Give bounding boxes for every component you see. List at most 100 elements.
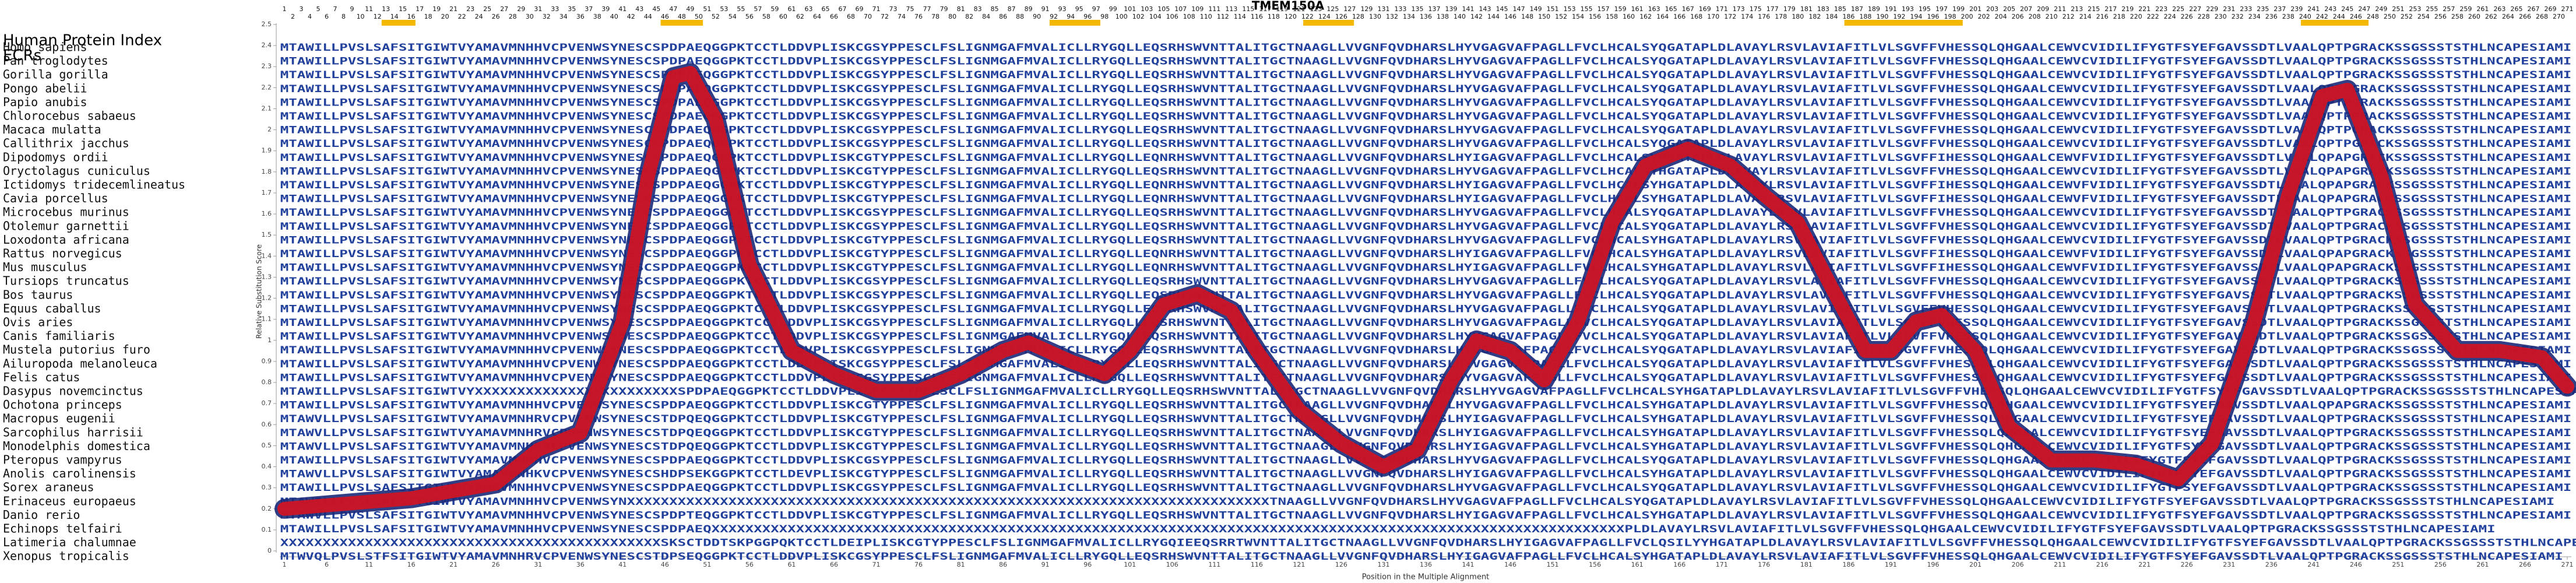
index-number: 89 xyxy=(1025,5,1033,13)
sequence: MTAWILLPVSLSAFSITGIWTVYAMAVMNHHVCPVENWSY… xyxy=(280,345,2572,356)
index-number: 242 xyxy=(2316,13,2328,20)
index-number: 68 xyxy=(847,13,855,20)
species-name: Xenopus tropicalis xyxy=(3,549,129,563)
index-number: 225 xyxy=(2172,5,2184,13)
species-name: Homo sapiens xyxy=(3,40,87,54)
index-number: 19 xyxy=(432,5,441,13)
ecr-bar xyxy=(1303,20,1354,26)
index-number: 60 xyxy=(779,13,787,20)
x-tick-label: 71 xyxy=(872,561,881,568)
species-name: Otolemur garnettii xyxy=(3,219,129,233)
index-number: 217 xyxy=(2105,5,2117,13)
index-number: 124 xyxy=(1318,13,1331,20)
index-number: 49 xyxy=(686,5,694,13)
index-number: 22 xyxy=(458,13,466,20)
index-number: 239 xyxy=(2290,5,2303,13)
y-tick-label: 0.1 xyxy=(262,526,272,533)
x-tick-label: 201 xyxy=(1969,561,1982,568)
species-name: Chlorocebus sabaeus xyxy=(3,109,136,123)
x-tick-label: 246 xyxy=(2350,561,2362,568)
index-number: 85 xyxy=(991,5,999,13)
index-number: 145 xyxy=(1496,5,1508,13)
index-number: 73 xyxy=(889,5,898,13)
index-number: 155 xyxy=(1581,5,1593,13)
index-number: 50 xyxy=(695,13,703,20)
index-number: 194 xyxy=(1910,13,1922,20)
index-number: 174 xyxy=(1741,13,1753,20)
species-name: Rattus norvegicus xyxy=(3,247,122,261)
species-name: Erinaceus europaeus xyxy=(3,494,136,508)
sequence: MTAWVLLPVSLSAFSITGIWTVYAMAVMNHHVCPVENWSY… xyxy=(280,510,2572,521)
index-number: 245 xyxy=(2341,5,2353,13)
index-number: 265 xyxy=(2510,5,2522,13)
index-number: 161 xyxy=(1631,5,1644,13)
index-number: 219 xyxy=(2121,5,2134,13)
index-number: 133 xyxy=(1394,5,1406,13)
index-number: 5 xyxy=(316,5,321,13)
chart-title: TMEM150A xyxy=(1252,0,1325,13)
x-tick-label: 101 xyxy=(1124,561,1136,568)
sequence: MTAWILLPVSLSAFSITGIWTVYAMAVMNHHVCPVENWSY… xyxy=(280,42,2572,54)
index-number: 104 xyxy=(1149,13,1162,20)
index-number: 10 xyxy=(357,13,365,20)
index-number: 166 xyxy=(1673,13,1685,20)
x-tick-label: 196 xyxy=(1927,561,1939,568)
species-name: Macaca mulatta xyxy=(3,122,101,136)
index-number: 103 xyxy=(1141,5,1153,13)
species-name: Latimeria chalumnae xyxy=(3,535,136,549)
index-number: 226 xyxy=(2181,13,2193,20)
index-number: 45 xyxy=(652,5,660,13)
y-tick-label: 2.2 xyxy=(262,83,272,91)
sequence: MTAWILLPVSLSAFSITGIWTVYAMAVMNHHVCPVENWSY… xyxy=(280,359,2572,370)
index-number: 143 xyxy=(1479,5,1491,13)
index-number: 140 xyxy=(1454,13,1466,20)
index-number: 141 xyxy=(1462,5,1474,13)
index-number: 253 xyxy=(2409,5,2421,13)
index-number: 190 xyxy=(1876,13,1888,20)
index-number: 119 xyxy=(1276,5,1288,13)
species-name: Mus musculus xyxy=(3,260,87,274)
index-number: 208 xyxy=(2029,13,2041,20)
y-tick-label: 1.2 xyxy=(262,294,272,302)
index-number: 105 xyxy=(1157,5,1170,13)
index-number: 35 xyxy=(568,5,576,13)
x-tick-label: 31 xyxy=(534,561,542,568)
index-number: 20 xyxy=(441,13,449,20)
x-tick-label: 61 xyxy=(787,561,796,568)
index-number: 180 xyxy=(1792,13,1804,20)
sequence: MTAWILLPVSLSAFSITGIWTVYAMAVMNHHVCPVENWSY… xyxy=(280,125,2572,136)
ecr-bar xyxy=(2301,20,2369,26)
index-number: 246 xyxy=(2350,13,2362,20)
index-number: 149 xyxy=(1530,5,1542,13)
x-tick-label: 121 xyxy=(1293,561,1305,568)
index-number: 231 xyxy=(2223,5,2235,13)
species-name: Dipodomys ordii xyxy=(3,150,108,164)
index-number: 168 xyxy=(1690,13,1702,20)
sequence: MTAWILLPVSLSAFSITGIWTVYAMAVMNHHVCPVENWSY… xyxy=(280,166,2572,177)
index-number: 120 xyxy=(1285,13,1297,20)
index-number: 154 xyxy=(1572,13,1584,20)
index-number: 130 xyxy=(1369,13,1381,20)
species-name: Sorex araneus xyxy=(3,480,94,494)
index-number: 63 xyxy=(804,5,812,13)
x-tick-label: 256 xyxy=(2434,561,2447,568)
index-number: 129 xyxy=(1360,5,1373,13)
index-number: 40 xyxy=(610,13,618,20)
index-number: 195 xyxy=(1919,5,1931,13)
index-number: 203 xyxy=(1986,5,1998,13)
index-number: 84 xyxy=(982,13,990,20)
index-number: 156 xyxy=(1589,13,1601,20)
index-number: 70 xyxy=(864,13,872,20)
index-number: 23 xyxy=(466,5,474,13)
species-name: Ictidomys tridecemlineatus xyxy=(3,178,185,192)
x-tick-label: 191 xyxy=(1885,561,1897,568)
index-number: 55 xyxy=(737,5,745,13)
ecr-bar xyxy=(1844,20,1963,26)
index-number: 112 xyxy=(1217,13,1229,20)
index-number: 114 xyxy=(1234,13,1246,20)
index-number: 202 xyxy=(1977,13,1990,20)
index-number: 30 xyxy=(526,13,534,20)
index-number: 260 xyxy=(2468,13,2480,20)
index-number: 52 xyxy=(712,13,720,20)
